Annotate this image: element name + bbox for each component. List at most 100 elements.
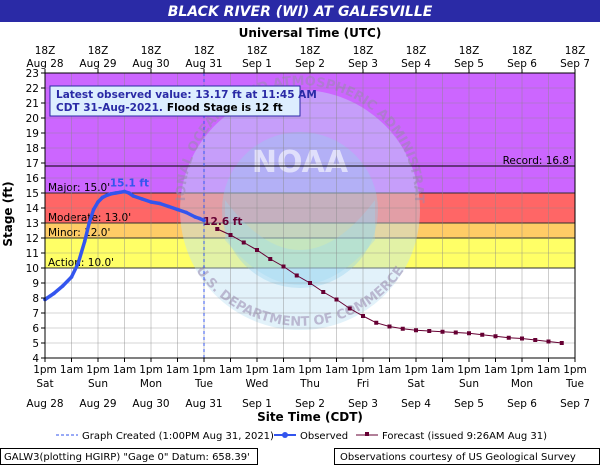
band-label-major: Major: 15.0': [48, 182, 110, 194]
bottom-tick-date: Sep 7: [560, 398, 590, 410]
observed-point: [82, 239, 87, 243]
y-tick-label: 15: [26, 188, 39, 200]
top-tick-date: Aug 28: [26, 58, 63, 70]
bottom-tick-day: Sat: [407, 378, 424, 390]
observed-point: [166, 204, 171, 209]
forecast-point: [374, 320, 379, 325]
observed-point: [91, 207, 96, 212]
observed-point: [52, 291, 56, 296]
y-tick-label: 9: [32, 278, 39, 290]
info-line-2: CDT 31-Aug-2021. Flood Stage is 12 ft: [56, 102, 283, 114]
bottom-tick-date: Sep 1: [242, 398, 272, 410]
latest-value-box: Latest observed value: 13.17 ft at 11:45…: [49, 85, 317, 117]
bottom-tick-time: 1pm: [139, 364, 163, 376]
observed-point: [127, 191, 131, 195]
bottom-tick-date: Aug 30: [132, 398, 169, 410]
y-axis: 4 5 6 7 8 9 10 11 12 13 14 15 16 17 18 19 20 21 22 23: [26, 68, 45, 365]
bottom-tick-day: Thu: [299, 378, 320, 390]
noaa-seal-wave: [225, 200, 375, 285]
observed-point: [118, 190, 122, 195]
top-tick-label: 18Z: [565, 45, 586, 57]
forecast-point: [400, 326, 405, 331]
observed-point: [100, 195, 105, 200]
forecast-point: [387, 324, 392, 329]
y-tick-label: 22: [26, 83, 39, 95]
y-tick-label: 7: [32, 308, 39, 320]
top-tick-label: 18Z: [35, 45, 56, 57]
top-tick-date: Aug 30: [132, 58, 169, 70]
top-tick-label: 18Z: [88, 45, 109, 57]
title-bar: [0, 0, 600, 22]
bottom-tick-day: Sat: [36, 378, 53, 390]
bottom-tick-time: 1pm: [351, 364, 375, 376]
forecast-point: [467, 331, 471, 336]
y-tick-label: 16: [26, 173, 40, 185]
noaa-seal-inner: [222, 132, 378, 288]
top-tick-label: 18Z: [194, 45, 215, 57]
bottom-tick-date: Sep 4: [401, 398, 431, 410]
bottom-tick-time: 1pm: [404, 364, 428, 376]
observed-point: [60, 284, 65, 288]
bottom-tick-time: 1pm: [245, 364, 269, 376]
top-axis-title: Universal Time (UTC): [239, 26, 382, 40]
band-label-minor: Minor: 12.0': [48, 227, 110, 239]
observed-point: [109, 191, 114, 196]
forecast-point: [294, 273, 299, 278]
forecast-point: [228, 233, 233, 237]
bottom-tick-date: Sep 3: [348, 398, 378, 410]
info-box-bg: [49, 85, 301, 117]
y-tick-label: 13: [26, 218, 39, 230]
y-tick-label: 18: [26, 143, 39, 155]
bottom-tick-time: 1pm: [510, 364, 534, 376]
observed-point: [122, 189, 127, 194]
info-flood-stage: Flood Stage is 12 ft: [167, 102, 283, 114]
y-tick-label: 8: [32, 293, 39, 305]
top-tick-date: Sep 3: [348, 58, 378, 70]
y-tick-label: 14: [26, 203, 40, 215]
record-line: Record: 16.8': [45, 155, 575, 167]
forecast-point: [493, 334, 498, 339]
bottom-tick-time: 1pm: [192, 364, 216, 376]
footer-source: Observations courtesy of US Geological S…: [340, 452, 576, 463]
bottom-tick-day: Fri: [357, 378, 370, 390]
top-tick-label: 18Z: [406, 45, 427, 57]
bottom-tick-date: Aug 28: [26, 398, 63, 410]
y-tick-label: 19: [26, 128, 39, 140]
top-tick-label: 18Z: [247, 45, 268, 57]
band-label-action: Action: 10.0': [48, 257, 114, 269]
observed-point: [193, 215, 197, 219]
y-tick-label: 12: [26, 233, 39, 245]
watermark-noaa-text: NOAA: [252, 145, 349, 180]
bottom-tick-time: 1am: [378, 364, 401, 376]
forecast-point: [241, 240, 246, 245]
info-date: CDT 31-Aug-2021.: [56, 102, 163, 114]
forecast-point: [215, 227, 220, 231]
bottom-tick-date: Sep 6: [507, 398, 537, 410]
forecast-point: [546, 339, 551, 344]
bottom-tick-time: 1am: [431, 364, 454, 376]
y-tick-label: 20: [26, 113, 39, 125]
observed-point: [158, 201, 162, 206]
bottom-tick-time: 1am: [272, 364, 295, 376]
forecast-point: [480, 332, 485, 337]
bottom-tick-time: 1pm: [86, 364, 110, 376]
observed-point: [113, 191, 118, 195]
forecast-point: [559, 341, 564, 345]
y-tick-label: 5: [32, 338, 39, 350]
annotations: 15.1 ft 12.6 ft: [110, 178, 243, 229]
observed-point: [131, 194, 136, 198]
bottom-tick-time: 1am: [60, 364, 83, 376]
observed-point: [87, 221, 91, 225]
forecast-point: [427, 329, 432, 333]
bottom-tick-date: Aug 29: [79, 398, 116, 410]
bottom-tick-time: 1am: [166, 364, 189, 376]
top-tick-date: Sep 7: [560, 58, 590, 70]
bottom-tick-time: 1am: [219, 364, 242, 376]
annotation-label: 15.1 ft: [110, 178, 149, 190]
observed-point: [175, 207, 180, 212]
forecast-point: [520, 336, 524, 341]
bottom-tick-day: Tue: [565, 378, 584, 390]
observed-point: [96, 200, 100, 204]
